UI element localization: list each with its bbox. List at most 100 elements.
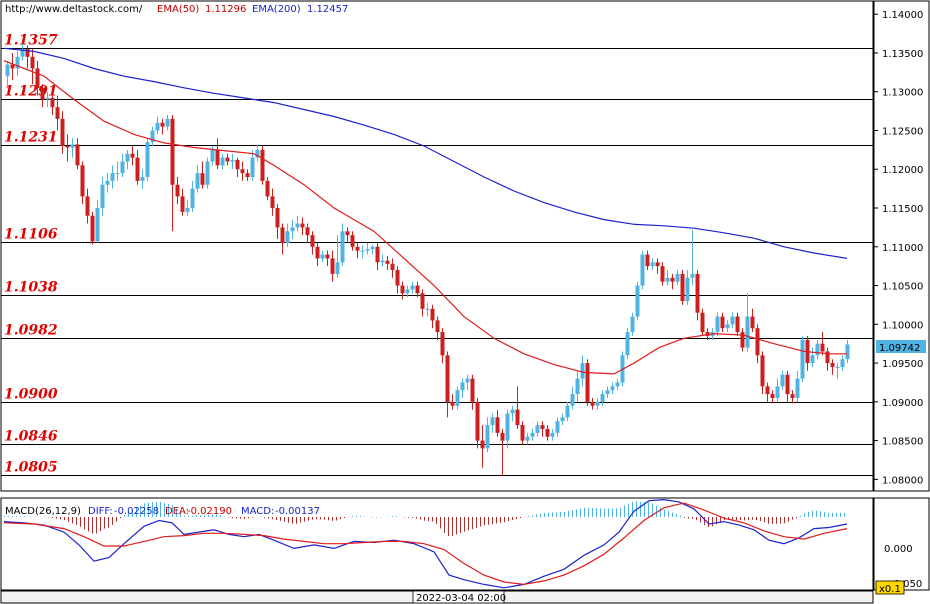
candle-body [125,153,130,162]
candle-body [375,246,380,263]
candle-body [225,157,230,162]
price-tick-label: 1.08000 [882,475,923,486]
price-tick-label: 1.10500 [882,282,923,293]
candle-body [545,428,550,437]
candle-body [85,196,90,216]
candle-body [175,184,180,197]
candle-body [400,285,405,294]
candle-body [105,180,110,185]
candle-body [360,250,365,252]
level-label: 1.0982 [4,323,58,339]
level-label: 1.1357 [4,33,58,49]
price-panel-frame [0,0,874,492]
price-tick-label: 1.10000 [882,320,923,331]
candle-body [10,64,15,69]
candle-body [260,149,265,181]
candle-body [190,188,195,209]
candle-body [270,196,275,209]
macd-tick-neg: -0.050 [890,579,922,590]
candle-body [150,130,155,143]
candle-body [600,394,605,402]
candle-body [70,144,75,148]
candle-body [195,173,200,189]
ema200-label: EMA(200) [252,4,301,15]
candle-body [630,316,635,333]
candle-body [315,246,320,259]
price-axis-frame [873,0,930,492]
candle-body [735,316,740,333]
candle-body [510,409,515,414]
source-url[interactable]: http://www.deltastock.com/ [5,4,143,15]
macd-dea-value: -0.02190 [187,506,232,517]
candle-body [410,285,415,290]
candle-body [760,355,765,387]
candle-body [80,165,85,197]
candle-body [715,316,720,333]
macd-macd-label: MACD: [241,506,274,517]
candle-body [15,56,20,69]
candle-body [385,260,390,264]
current-price-tag [876,340,926,353]
candle-body [795,378,800,398]
candle-body [415,285,420,294]
candle-body [245,173,250,177]
candle-body [750,316,755,329]
price-tick-label: 1.13000 [882,88,923,99]
candle-body [530,432,535,437]
candle-body [670,277,675,282]
zoom-badge[interactable] [875,580,905,595]
candle-body [290,227,295,232]
candle-body [470,378,475,402]
candle-body [5,64,10,77]
candle-body [310,235,315,247]
candle-body [700,312,705,333]
candle-body [350,235,355,247]
candle-body [780,374,785,387]
candle-body [215,149,220,166]
candle-body [845,344,850,360]
candle-body [20,49,25,57]
macd-histogram [4,501,845,537]
candle-body [130,153,135,158]
macd-macd-value: -0.00137 [275,506,320,517]
price-tick-label: 1.08500 [882,437,923,448]
macd-dea-label: DEA: [165,506,189,517]
candle-body [115,173,120,175]
candle-body [755,328,760,356]
candle-body [800,339,805,379]
macd-diff-value: -0.02258 [114,506,159,517]
candle-body [705,332,710,336]
candle-body [565,405,570,418]
candle-body [590,401,595,406]
candle-body [645,254,650,267]
candle-body [820,343,825,352]
level-label: 1.1231 [4,130,58,146]
price-tick-label: 1.14000 [882,10,923,21]
price-tick-label: 1.13500 [882,49,923,60]
candle-body [285,231,290,243]
candle-body [680,273,685,302]
candle-body [520,425,525,441]
candle-body [380,260,385,263]
level-label: 1.0805 [4,460,58,476]
candle-body [320,254,325,259]
candle-body [145,142,150,177]
candle-body [340,231,345,263]
candle-body [665,277,670,282]
candle-body [240,169,245,174]
candle-body [720,316,725,329]
candle-body [475,401,480,441]
macd-label: MACD(26,12,9) [5,506,81,517]
candle-body [440,332,445,356]
zoom-label[interactable]: x0.1 [879,584,901,595]
level-label: 1.1291 [4,84,58,100]
candle-body [640,254,645,286]
candle-body [615,382,620,387]
ema50-label: EMA(50) [157,4,199,15]
candle-body [505,413,510,441]
candle-body [275,208,280,228]
price-tick-label: 1.09500 [882,359,923,370]
candle-body [495,417,500,433]
candle-body [405,289,410,294]
